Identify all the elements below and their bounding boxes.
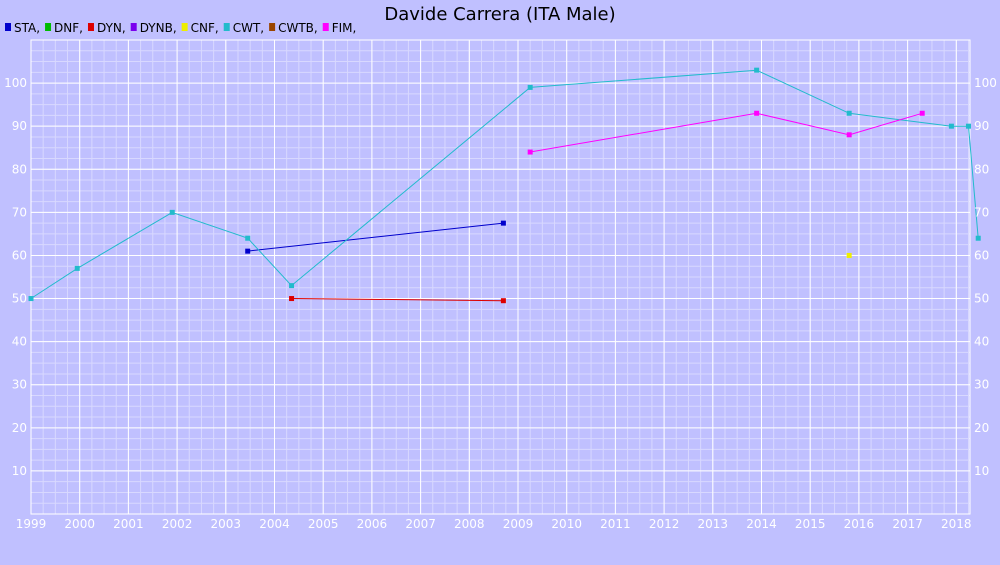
plot-frame (30, 39, 971, 515)
y-tick-label-right: 30 (974, 378, 989, 392)
y-tick-label-left: 40 (12, 335, 27, 349)
data-point-fim (846, 132, 852, 138)
y-tick-label-right: 60 (974, 248, 989, 262)
y-tick-label-left: 30 (12, 378, 27, 392)
series-sta (245, 220, 506, 254)
legend: STA, DNF, DYN, DYNB, CNF, CWT, CWTB, FIM, (5, 21, 356, 35)
tick-labels: 1999 2000 2001 2002 2003 2004 2005 2006 2007 2008… (4, 76, 997, 531)
x-tick-label: 2016 (844, 517, 875, 531)
x-tick-label: 2007 (405, 517, 436, 531)
legend-swatch-fim (322, 23, 329, 31)
legend-swatch-cwtb (269, 23, 276, 31)
series-line-dyn (291, 298, 504, 302)
data-point-cwt (754, 67, 760, 73)
data-point-cwt (948, 123, 954, 129)
legend-swatch-dnf (45, 23, 52, 31)
y-tick-label-right: 20 (974, 421, 989, 435)
legend-swatch-cnf (181, 23, 188, 31)
data-point-fim (919, 110, 925, 116)
x-tick-label: 2012 (649, 517, 680, 531)
series-cnf (846, 252, 852, 258)
legend-swatch-dynb (130, 23, 137, 31)
x-tick-label: 2018 (941, 517, 972, 531)
legend-swatch-cwt (223, 23, 230, 31)
data-point-sta (245, 248, 251, 254)
series-cwt (28, 67, 981, 302)
data-point-cwt (289, 283, 295, 289)
series-line-sta (247, 222, 504, 252)
x-tick-label: 2001 (113, 517, 144, 531)
data-point-cwt (846, 110, 852, 116)
data-point-cwt (965, 123, 971, 129)
data-point-fim (527, 149, 533, 155)
x-tick-label: 2002 (162, 517, 193, 531)
legend-label-cnf: CNF, (191, 21, 219, 35)
series-fim (527, 110, 925, 155)
legend-swatch-dyn (87, 23, 94, 31)
legend-label-cwtb: CWTB, (278, 21, 318, 35)
series-dyn (289, 296, 506, 304)
x-tick-label: 2017 (892, 517, 923, 531)
legend-label-dnf: DNF, (54, 21, 83, 35)
x-tick-label: 2009 (503, 517, 534, 531)
y-tick-label-left: 20 (12, 421, 27, 435)
x-tick-label: 2014 (746, 517, 777, 531)
y-tick-label-right: 10 (974, 464, 989, 478)
x-tick-label: 2003 (211, 517, 242, 531)
x-tick-label: 2005 (308, 517, 339, 531)
data-point-cwt (245, 235, 251, 241)
data-point-dyn (289, 296, 295, 302)
data-point-cwt (74, 265, 80, 271)
data-point-cwt (527, 84, 533, 90)
data-point-cwt (169, 209, 175, 215)
y-tick-label-left: 10 (12, 464, 27, 478)
y-tick-label-right: 80 (974, 162, 989, 176)
y-tick-label-left: 60 (12, 248, 27, 262)
x-tick-label: 1999 (16, 517, 47, 531)
data-point-sta (500, 220, 506, 226)
x-tick-label: 2006 (357, 517, 388, 531)
grid (30, 39, 971, 515)
data-point-cwt (975, 235, 981, 241)
x-tick-label: 2008 (454, 517, 485, 531)
legend-label-cwt: CWT, (233, 21, 264, 35)
series-line-fim (530, 112, 923, 153)
y-tick-label-right: 50 (974, 292, 989, 306)
y-tick-label-left: 50 (12, 292, 27, 306)
legend-label-dyn: DYN, (97, 21, 126, 35)
y-tick-label-left: 80 (12, 162, 27, 176)
data-point-fim (754, 110, 760, 116)
y-tick-label-left: 90 (12, 119, 27, 133)
x-tick-label: 2000 (64, 517, 95, 531)
legend-label-fim: FIM, (332, 21, 357, 35)
x-tick-label: 2015 (795, 517, 826, 531)
data-point-cwt (28, 296, 34, 302)
x-tick-label: 2013 (698, 517, 729, 531)
y-tick-label-left: 70 (12, 205, 27, 219)
y-tick-label-right: 70 (974, 205, 989, 219)
y-tick-label-right: 100 (974, 76, 997, 90)
x-tick-label: 2004 (259, 517, 290, 531)
data-point-cnf (846, 252, 852, 258)
y-tick-label-left: 100 (4, 76, 27, 90)
series-layer (28, 67, 981, 304)
y-tick-label-right: 40 (974, 335, 989, 349)
x-tick-label: 2010 (551, 517, 582, 531)
legend-label-dynb: DYNB, (140, 21, 177, 35)
y-tick-label-right: 90 (974, 119, 989, 133)
data-point-dyn (500, 298, 506, 304)
x-tick-label: 2011 (600, 517, 631, 531)
legend-swatch-sta (5, 23, 11, 31)
chart-title: Davide Carrera (ITA Male) (384, 4, 615, 25)
legend-label-sta: STA, (14, 21, 40, 35)
